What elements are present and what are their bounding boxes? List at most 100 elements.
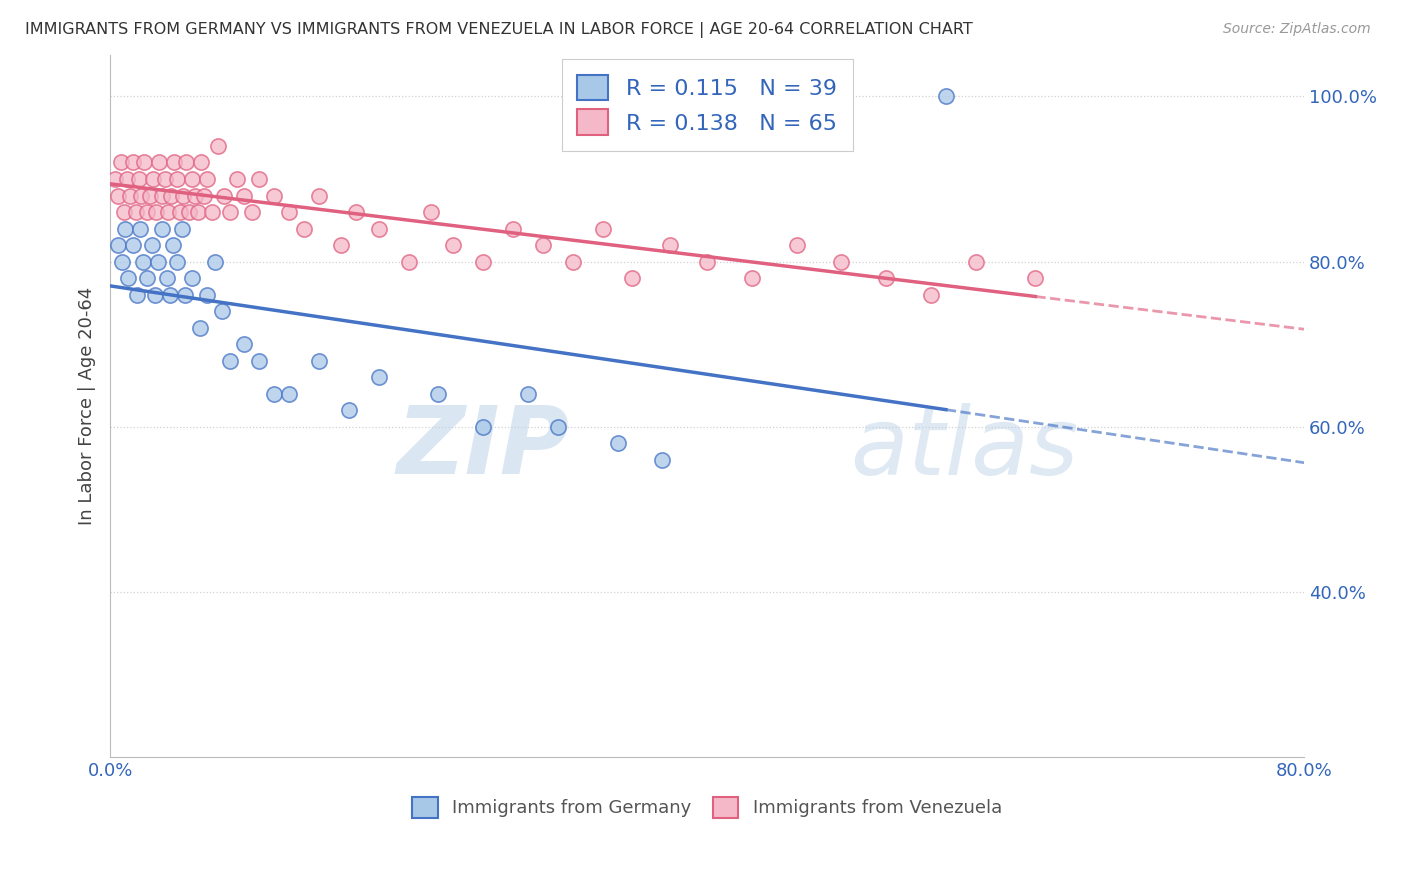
Point [517, 386, 540, 401]
Point [398, 254, 420, 268]
Point [107, 188, 129, 202]
Point [121, 238, 143, 252]
Point [427, 386, 450, 401]
Point [112, 205, 135, 219]
Point [150, 188, 173, 202]
Point [142, 172, 165, 186]
Point [125, 287, 148, 301]
Point [420, 205, 443, 219]
Point [247, 172, 270, 186]
Point [278, 386, 301, 401]
Point [651, 452, 673, 467]
Point [547, 419, 569, 434]
Point [218, 353, 240, 368]
Point [115, 172, 138, 186]
Point [193, 188, 215, 202]
Point [107, 238, 129, 252]
Point [141, 238, 163, 252]
Point [150, 221, 173, 235]
Point [337, 403, 360, 417]
Point [207, 139, 229, 153]
Point [179, 205, 201, 219]
Point [935, 89, 957, 103]
Point [110, 155, 132, 169]
Point [247, 353, 270, 368]
Point [166, 254, 188, 268]
Point [212, 188, 235, 202]
Point [592, 221, 614, 235]
Point [502, 221, 524, 235]
Point [920, 287, 942, 301]
Point [129, 221, 152, 235]
Point [104, 172, 127, 186]
Point [278, 205, 301, 219]
Point [195, 287, 218, 301]
Text: ZIP: ZIP [396, 402, 569, 494]
Point [606, 436, 628, 450]
Point [170, 221, 193, 235]
Point [741, 271, 763, 285]
Point [201, 205, 224, 219]
Point [159, 287, 181, 301]
Point [308, 353, 330, 368]
Point [875, 271, 897, 285]
Point [128, 172, 150, 186]
Point [472, 254, 495, 268]
Point [118, 188, 141, 202]
Point [263, 188, 285, 202]
Point [292, 221, 315, 235]
Text: Source: ZipAtlas.com: Source: ZipAtlas.com [1223, 22, 1371, 37]
Point [157, 205, 180, 219]
Point [531, 238, 554, 252]
Point [472, 419, 495, 434]
Point [136, 271, 159, 285]
Point [658, 238, 681, 252]
Point [240, 205, 263, 219]
Text: IMMIGRANTS FROM GERMANY VS IMMIGRANTS FROM VENEZUELA IN LABOR FORCE | AGE 20-64 : IMMIGRANTS FROM GERMANY VS IMMIGRANTS FR… [25, 22, 973, 38]
Point [786, 238, 808, 252]
Point [211, 304, 233, 318]
Point [696, 254, 718, 268]
Point [111, 254, 134, 268]
Point [174, 155, 197, 169]
Point [163, 155, 186, 169]
Point [160, 188, 183, 202]
Point [195, 172, 218, 186]
Point [181, 271, 204, 285]
Point [181, 172, 204, 186]
Point [146, 254, 169, 268]
Point [156, 271, 179, 285]
Point [121, 155, 143, 169]
Point [188, 320, 211, 334]
Point [117, 271, 139, 285]
Point [263, 386, 285, 401]
Point [139, 188, 162, 202]
Point [233, 188, 256, 202]
Text: atlas: atlas [851, 402, 1078, 493]
Point [226, 172, 249, 186]
Point [131, 188, 153, 202]
Point [561, 254, 583, 268]
Point [124, 205, 146, 219]
Y-axis label: In Labor Force | Age 20-64: In Labor Force | Age 20-64 [79, 287, 96, 525]
Point [136, 205, 159, 219]
Point [204, 254, 226, 268]
Point [965, 254, 987, 268]
Legend: Immigrants from Germany, Immigrants from Venezuela: Immigrants from Germany, Immigrants from… [405, 789, 1010, 825]
Point [308, 188, 330, 202]
Point [173, 287, 195, 301]
Point [367, 221, 389, 235]
Point [621, 271, 644, 285]
Point [187, 205, 209, 219]
Point [1024, 271, 1046, 285]
Point [190, 155, 212, 169]
Point [184, 188, 207, 202]
Point [162, 238, 184, 252]
Point [441, 238, 464, 252]
Point [233, 337, 256, 351]
Point [155, 172, 177, 186]
Point [114, 221, 136, 235]
Point [145, 205, 167, 219]
Point [132, 254, 155, 268]
Point [344, 205, 367, 219]
